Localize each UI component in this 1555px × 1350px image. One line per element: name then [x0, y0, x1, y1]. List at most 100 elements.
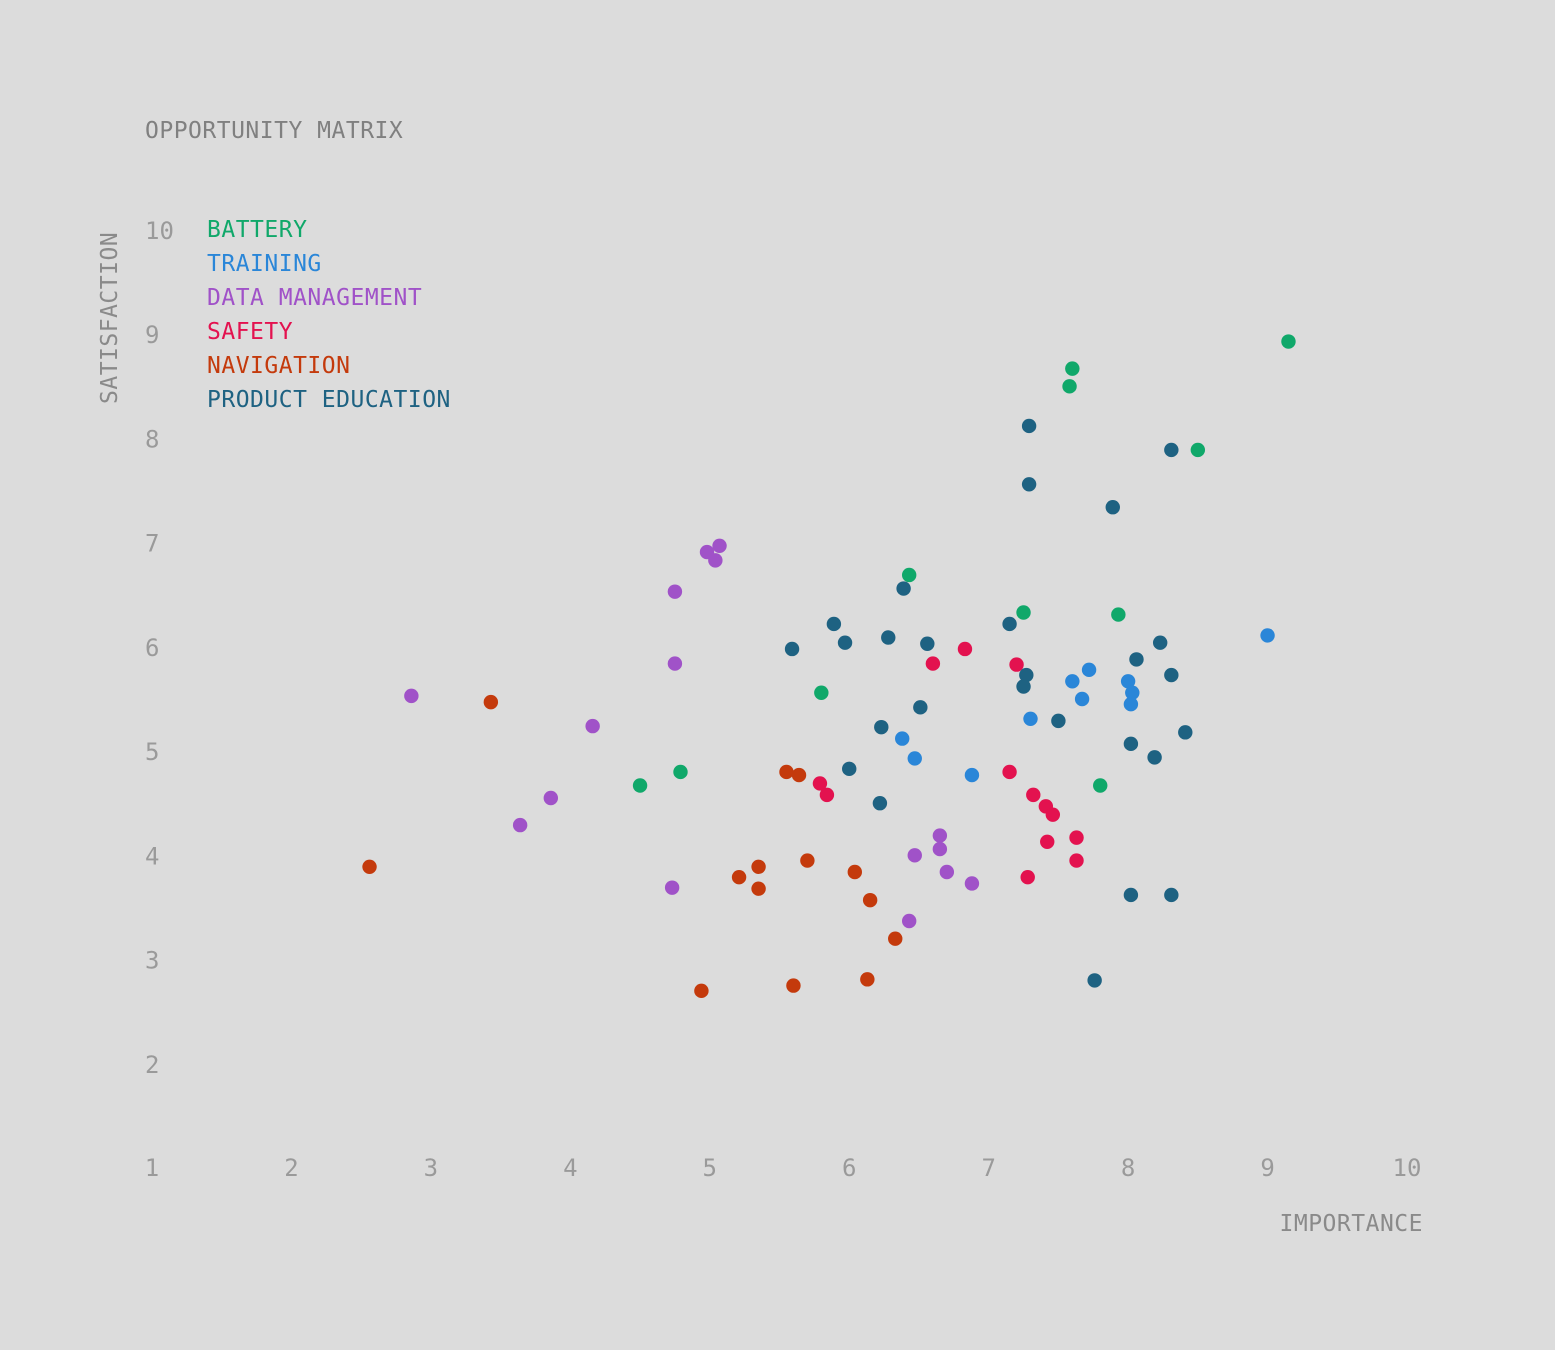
data-point [585, 718, 600, 734]
legend-item: NAVIGATION [207, 353, 350, 379]
x-tick-label: 7 [981, 1154, 995, 1182]
y-tick-label: 8 [145, 425, 159, 453]
data-point [673, 764, 688, 780]
data-point [872, 796, 888, 811]
data-point [1019, 667, 1034, 683]
data-point [1147, 750, 1162, 765]
data-point [1062, 379, 1077, 394]
y-tick-label: 10 [145, 217, 174, 245]
data-point [1125, 685, 1140, 700]
x-tick-label: 5 [703, 1154, 717, 1182]
x-axis-label: IMPORTANCE [1280, 1211, 1423, 1237]
data-point [694, 983, 709, 999]
data-point [1260, 628, 1275, 643]
data-point [1065, 361, 1080, 376]
legend-item: TRAINING [207, 251, 322, 277]
y-tick-label: 3 [145, 947, 159, 975]
data-point [1105, 500, 1120, 515]
data-point [837, 635, 853, 650]
data-point [751, 881, 766, 896]
legend-item: SAFETY [207, 319, 293, 345]
data-point [860, 972, 875, 987]
y-tick-label: 4 [145, 842, 159, 870]
data-point [932, 841, 948, 857]
data-point [1026, 787, 1041, 803]
data-point [1129, 652, 1144, 667]
data-point [1021, 477, 1037, 492]
data-point [1164, 442, 1179, 458]
x-tick-label: 3 [424, 1154, 438, 1182]
data-point [1190, 442, 1206, 458]
data-point [483, 694, 499, 710]
series-navigation [362, 694, 903, 999]
data-point [1093, 778, 1108, 793]
legend: BATTERY TRAINING DATA MANAGEMENT SAFETY NAVI… [207, 217, 451, 413]
series-training [895, 628, 1275, 783]
series-product-education [784, 418, 1193, 988]
data-point [543, 790, 559, 806]
y-tick-label: 6 [145, 634, 159, 662]
data-point [1065, 674, 1080, 689]
data-point [1040, 834, 1055, 849]
data-point [920, 636, 935, 651]
legend-item: PRODUCT EDUCATION [207, 387, 451, 413]
data-point [708, 553, 723, 568]
data-point [819, 787, 835, 803]
data-point [896, 581, 911, 596]
data-point [1016, 679, 1031, 694]
data-point [1069, 830, 1084, 845]
data-point [939, 864, 955, 880]
data-point [1087, 973, 1102, 988]
y-tick-label: 2 [145, 1051, 159, 1079]
data-point [826, 616, 842, 632]
data-point [964, 767, 980, 783]
data-point [957, 641, 973, 657]
data-point [888, 931, 903, 946]
data-point [779, 764, 794, 780]
data-point [1009, 657, 1024, 672]
data-point [1016, 605, 1031, 620]
data-point [1178, 725, 1193, 740]
data-point [1123, 736, 1139, 752]
data-points [362, 334, 1296, 999]
data-point [751, 859, 766, 874]
data-point [964, 876, 980, 891]
data-point [1164, 667, 1179, 683]
data-point [712, 538, 727, 553]
x-tick-label: 4 [563, 1154, 577, 1182]
x-tick-label: 8 [1121, 1154, 1135, 1182]
y-axis-ticks: 2 3 4 5 6 7 8 9 10 [145, 217, 174, 1079]
data-point [1023, 711, 1038, 727]
data-point [881, 630, 896, 645]
x-tick-label: 1 [145, 1154, 159, 1182]
data-point [901, 913, 917, 929]
x-tick-label: 10 [1393, 1154, 1422, 1182]
data-point [1002, 616, 1017, 632]
data-point [800, 853, 815, 868]
data-point [842, 761, 857, 777]
y-axis-label: SATISFACTION [97, 232, 123, 404]
data-point [1069, 853, 1084, 868]
y-tick-label: 5 [145, 738, 159, 766]
data-point [667, 584, 683, 599]
data-point [1120, 674, 1136, 689]
data-point [895, 731, 910, 746]
data-point [1123, 697, 1139, 712]
data-point [1281, 334, 1296, 349]
data-point [1111, 607, 1126, 622]
legend-item: BATTERY [207, 217, 307, 243]
data-point [925, 656, 941, 671]
data-point [1152, 635, 1168, 650]
data-point [731, 870, 747, 885]
data-point [812, 776, 828, 791]
data-point [862, 892, 878, 908]
data-point [1074, 691, 1090, 707]
series-safety [812, 641, 1084, 885]
data-point [1081, 662, 1097, 678]
data-point [814, 685, 829, 700]
data-point [664, 880, 680, 895]
data-point [913, 700, 928, 715]
data-point [901, 567, 917, 583]
data-point [1020, 870, 1035, 885]
